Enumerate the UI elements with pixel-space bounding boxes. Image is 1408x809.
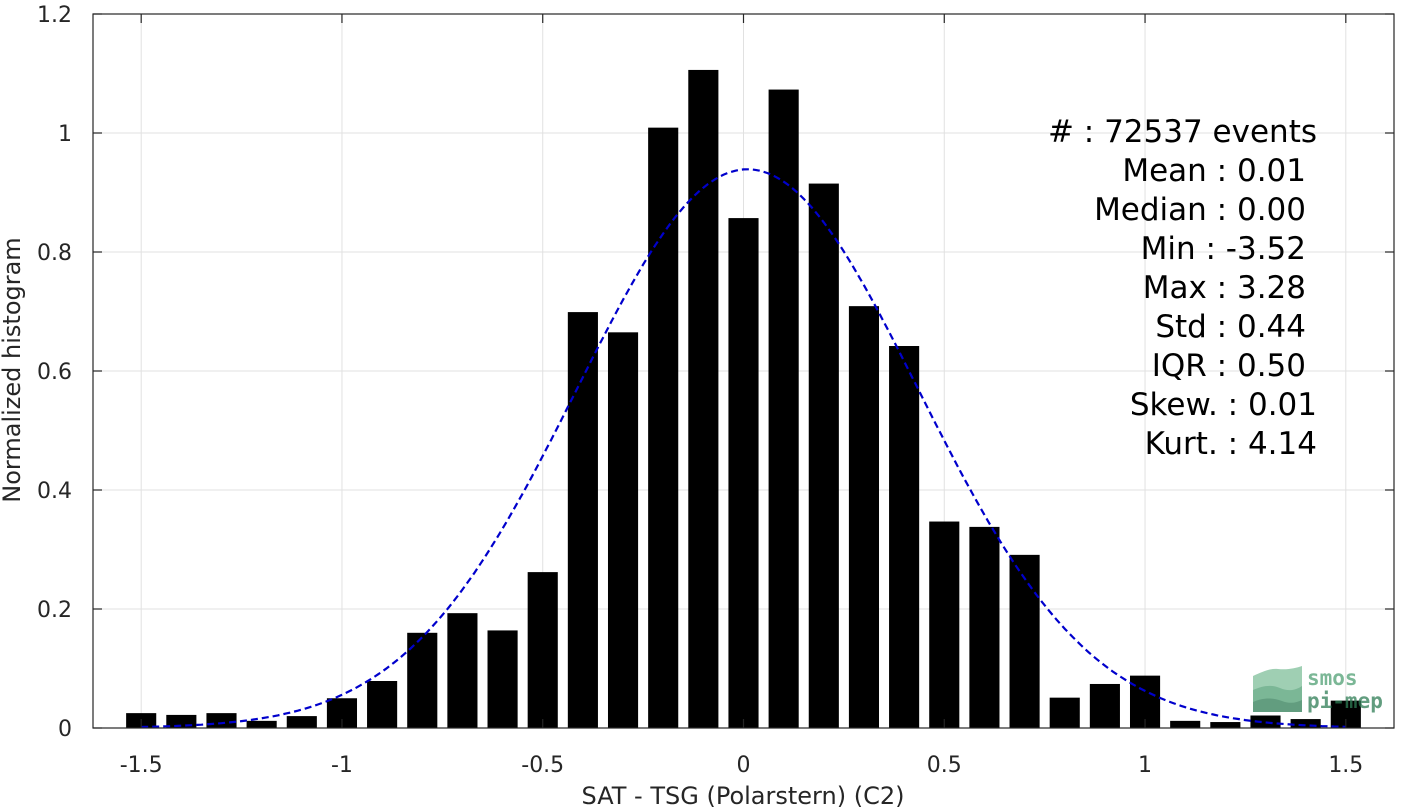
- x-tick-label: -1: [331, 753, 353, 778]
- histogram-bar: [607, 332, 639, 728]
- histogram-bar: [567, 312, 598, 728]
- x-tick-label: -0.5: [521, 753, 564, 778]
- x-axis-label: SAT - TSG (Polarstern) (C2): [582, 782, 905, 809]
- stat-kurt: Kurt. : 4.14: [1145, 426, 1317, 462]
- histogram-bar: [1049, 697, 1080, 728]
- histogram-bar: [407, 632, 438, 728]
- histogram-bar: [889, 346, 920, 728]
- histogram-bar: [768, 89, 799, 728]
- histogram-bar: [447, 613, 478, 728]
- logo-line2: pi-mep: [1307, 689, 1383, 713]
- y-tick-label: 0: [58, 717, 72, 742]
- x-tick-label: 0.5: [927, 753, 962, 778]
- histogram-bar: [969, 526, 1000, 728]
- histogram-bar: [487, 630, 518, 728]
- histogram-bar: [1089, 683, 1120, 728]
- gaussian-fit-curve: [141, 168, 1346, 729]
- histogram-bar: [1250, 715, 1281, 728]
- x-tick-label: -1.5: [120, 753, 163, 778]
- histogram-bar: [1290, 719, 1321, 728]
- stat-iqr: IQR : 0.50: [1152, 348, 1306, 384]
- y-tick-label: 1: [58, 122, 72, 147]
- histogram-bar: [848, 306, 880, 728]
- statistics-annotation: # : 72537 events Mean : 0.01 Median : 0.…: [1048, 114, 1317, 462]
- stat-min: Min : -3.52: [1141, 231, 1306, 267]
- stat-median: Median : 0.00: [1094, 192, 1306, 228]
- histogram-bar: [246, 720, 277, 728]
- histogram-bar: [929, 521, 960, 728]
- histogram-bar: [206, 713, 237, 728]
- histogram-bar: [527, 572, 558, 728]
- stat-skew: Skew. : 0.01: [1130, 387, 1317, 423]
- x-tick-label: 1.5: [1328, 753, 1363, 778]
- axis-ticks: -1.5 -1 -0.5 0 0.5 1 1.5 0 0.2 0.4 0.6 0.8 1 1.2: [37, 3, 1394, 778]
- histogram-bar: [808, 183, 839, 728]
- stat-count: # : 72537 events: [1048, 114, 1317, 150]
- histogram-bar: [1210, 722, 1241, 728]
- x-tick-label: 0: [737, 753, 751, 778]
- stat-max: Max : 3.28: [1143, 270, 1306, 306]
- stat-mean: Mean : 0.01: [1122, 153, 1306, 189]
- histogram-bar: [688, 69, 719, 729]
- histogram-bar: [1170, 720, 1201, 728]
- y-tick-label: 1.2: [37, 3, 72, 28]
- y-tick-label: 0.6: [37, 360, 72, 385]
- histogram-bar: [286, 716, 317, 728]
- histogram-bar: [367, 680, 398, 728]
- histogram-bar: [1009, 554, 1040, 728]
- logo-line1: smos: [1307, 666, 1358, 690]
- y-tick-label: 0.8: [37, 241, 72, 266]
- histogram-bar: [648, 127, 679, 728]
- stat-std: Std : 0.44: [1155, 309, 1306, 345]
- smos-pimep-logo: smos pi-mep: [1253, 666, 1383, 713]
- histogram-bar: [728, 218, 759, 728]
- y-tick-label: 0.4: [37, 479, 72, 504]
- x-tick-label: 1: [1138, 753, 1152, 778]
- histogram-bars: [126, 69, 1361, 729]
- y-axis-label: Normalized histogram: [0, 237, 26, 502]
- y-tick-label: 0.2: [37, 598, 72, 623]
